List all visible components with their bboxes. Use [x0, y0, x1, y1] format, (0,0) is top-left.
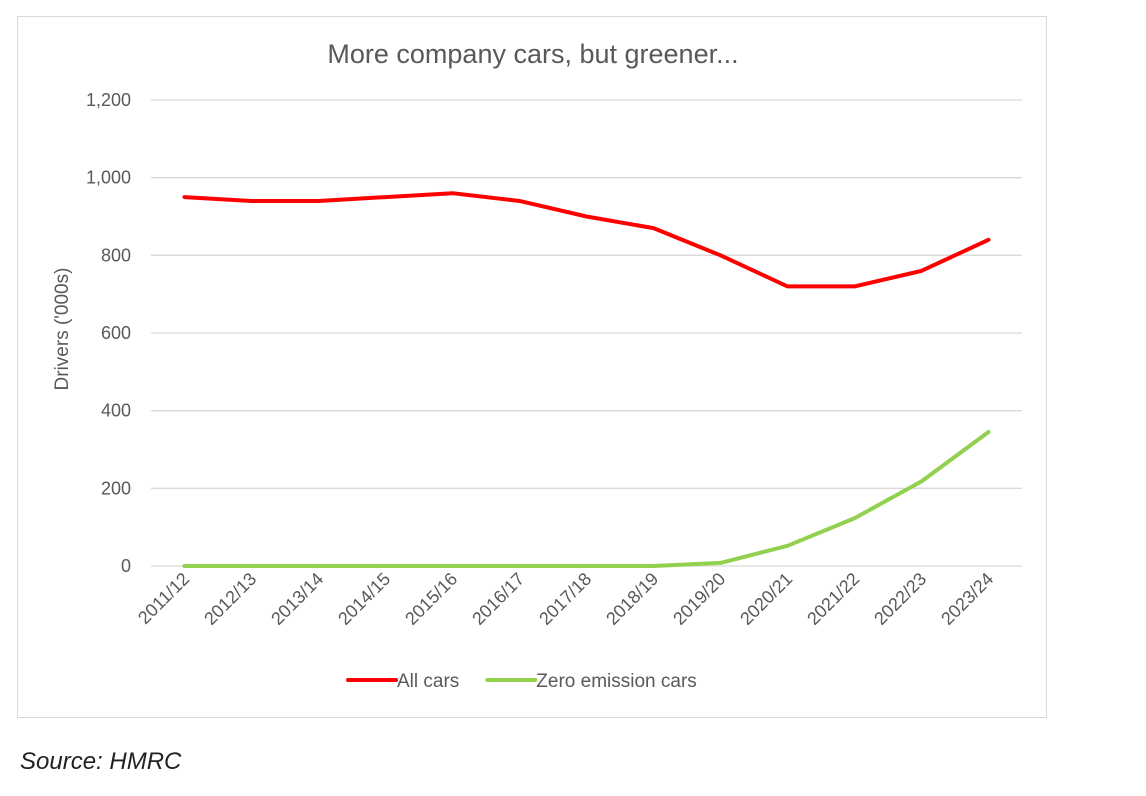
x-tick-label: 2013/14	[267, 569, 327, 629]
legend: All cars Zero emission cars	[346, 671, 697, 692]
x-tick-label: 2022/23	[870, 569, 930, 629]
source-note: Source: HMRC	[20, 748, 182, 775]
x-tick-label: 2016/17	[468, 569, 528, 629]
y-tick-label: 1,000	[86, 168, 131, 188]
x-tick-label: 2018/19	[602, 569, 662, 629]
x-tick-label: 2023/24	[937, 569, 997, 629]
x-tick-labels: 2011/12 2012/13 2013/14 2014/15 2015/16 2016/…	[134, 569, 997, 629]
series-lines	[182, 191, 991, 568]
x-tick-label: 2019/20	[669, 569, 729, 629]
y-axis-label: Drivers ('000s)	[52, 268, 73, 391]
y-tick-label: 200	[101, 478, 131, 498]
x-tick-label: 2011/12	[134, 569, 193, 628]
x-tick-label: 2015/16	[401, 569, 461, 629]
x-tick-label: 2017/18	[535, 569, 595, 629]
y-tick-label: 1,200	[86, 90, 131, 110]
series-line-all-cars	[182, 191, 991, 289]
y-tick-label: 800	[101, 245, 131, 265]
y-tick-labels: 0 200 400 600 800 1,000 1,200	[86, 90, 131, 576]
y-tick-label: 600	[101, 323, 131, 343]
chart-title: More company cars, but greener...	[327, 39, 738, 69]
x-tick-label: 2020/21	[736, 569, 796, 629]
x-tick-label: 2021/22	[803, 569, 863, 629]
x-tick-label: 2012/13	[200, 569, 260, 629]
line-chart: More company cars, but greener... 0 200 40…	[52, 39, 1022, 692]
series-line-zero-emission-cars	[182, 430, 991, 568]
legend-label: Zero emission cars	[536, 671, 697, 692]
x-tick-label: 2014/15	[334, 569, 394, 629]
gridlines	[151, 99, 1022, 567]
y-tick-label: 0	[121, 556, 131, 576]
chart-frame: More company cars, but greener... 0 200 40…	[17, 16, 1047, 718]
y-tick-label: 400	[101, 401, 131, 421]
legend-label: All cars	[397, 671, 459, 692]
